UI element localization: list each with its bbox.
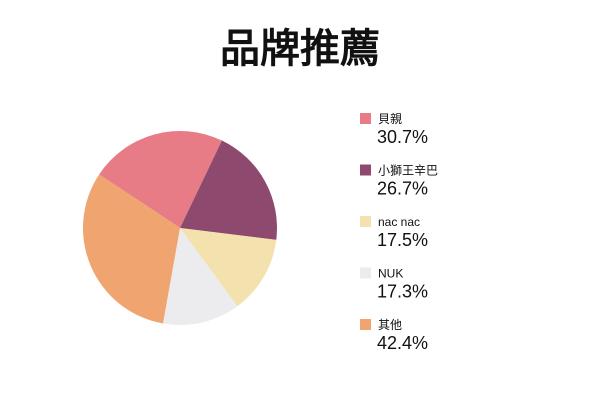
legend-label: 其他 [378,318,402,332]
pie-slice [162,228,238,325]
pie-slice [83,174,180,324]
legend-label: nac nac [378,215,420,229]
pie-slice [99,131,222,228]
legend-swatch [360,319,371,330]
value-label: 17.5% [377,230,428,250]
pie-slice [180,140,277,240]
value-label: 30.7% [377,127,428,147]
value-label: 42.4% [377,333,428,353]
legend-swatch [360,216,371,227]
legend-label: 小獅王辛巴 [378,164,438,178]
legend-swatch [360,267,371,279]
value-label: 26.7% [377,179,428,199]
pie-slice [180,228,277,307]
legend-label: NUK [378,267,403,281]
chart-title: 品牌推薦 [220,25,380,72]
legend-swatch [360,113,371,124]
legend-label: 貝親 [378,112,402,126]
legend-swatch [360,164,371,176]
value-label: 17.3% [377,282,428,302]
